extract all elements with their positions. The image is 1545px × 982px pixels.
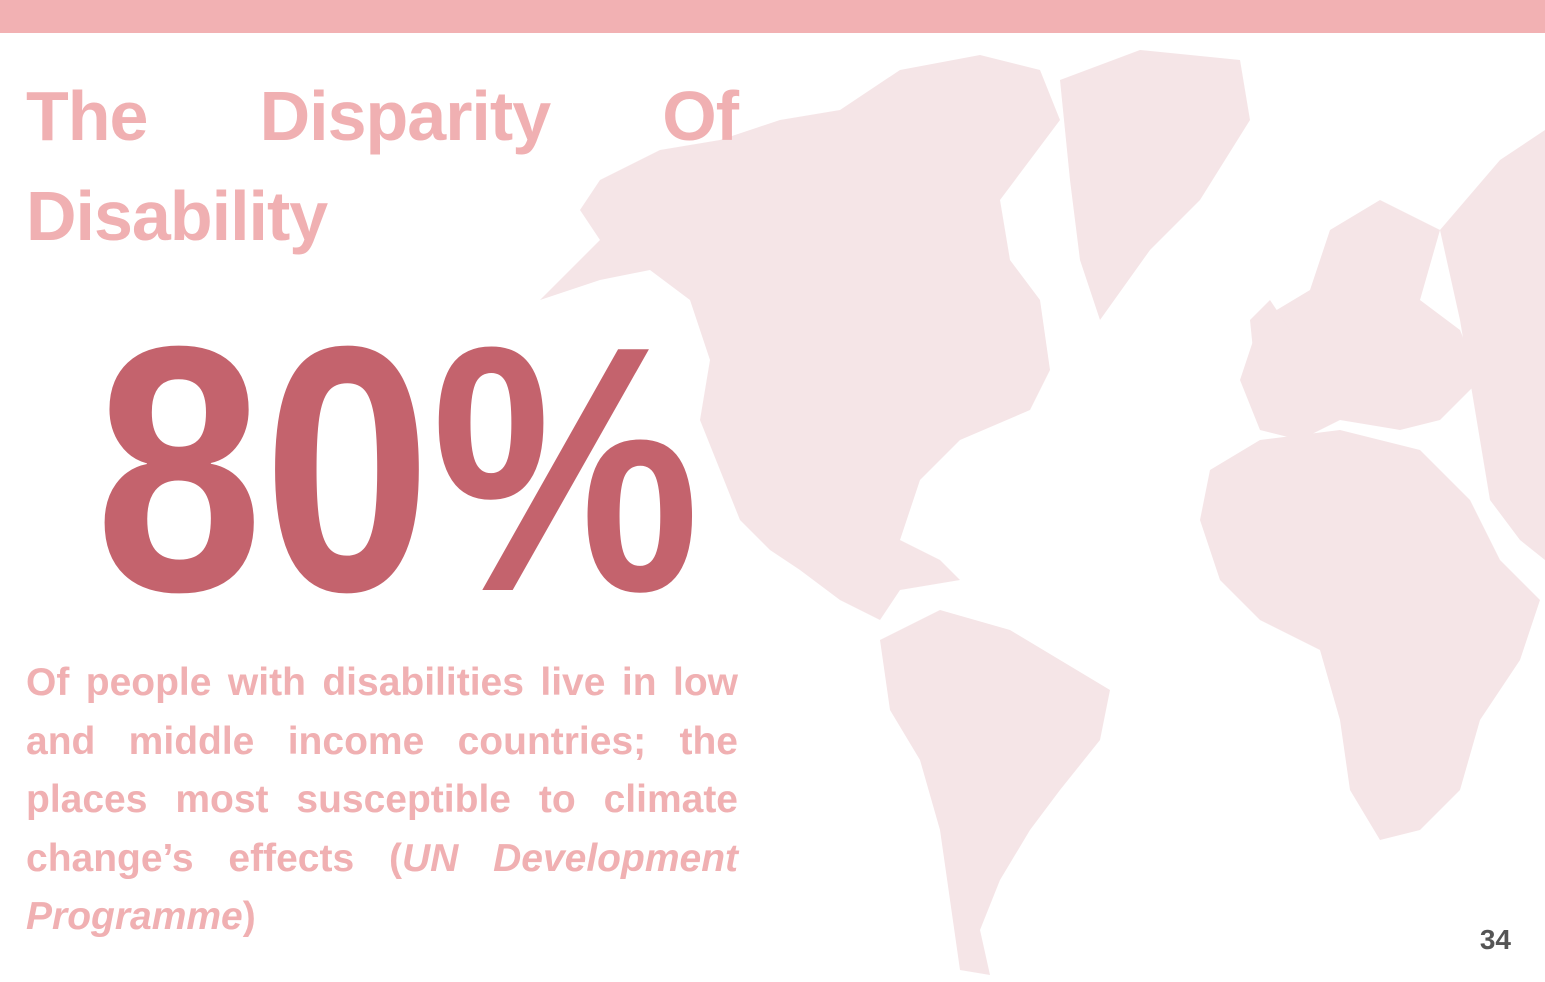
africa — [1200, 430, 1540, 840]
north-america — [540, 55, 1060, 620]
asia — [1440, 130, 1545, 560]
stat-figure: 80% — [95, 274, 700, 640]
europe — [1240, 200, 1480, 440]
closing-paren: ) — [242, 895, 256, 938]
top-bar — [0, 0, 1545, 33]
britain — [1250, 300, 1290, 380]
description-text: Of people with disabilities live in low … — [26, 661, 738, 880]
greenland — [1060, 50, 1250, 320]
page-number: 34 — [1479, 924, 1511, 955]
source: UN Development Programme — [26, 836, 739, 939]
description: Of people with disabilities live in low … — [26, 654, 738, 947]
stat-value: 80% — [95, 274, 700, 640]
south-america — [880, 610, 1110, 975]
slide-title: The Disparity Of Disability — [26, 77, 739, 255]
